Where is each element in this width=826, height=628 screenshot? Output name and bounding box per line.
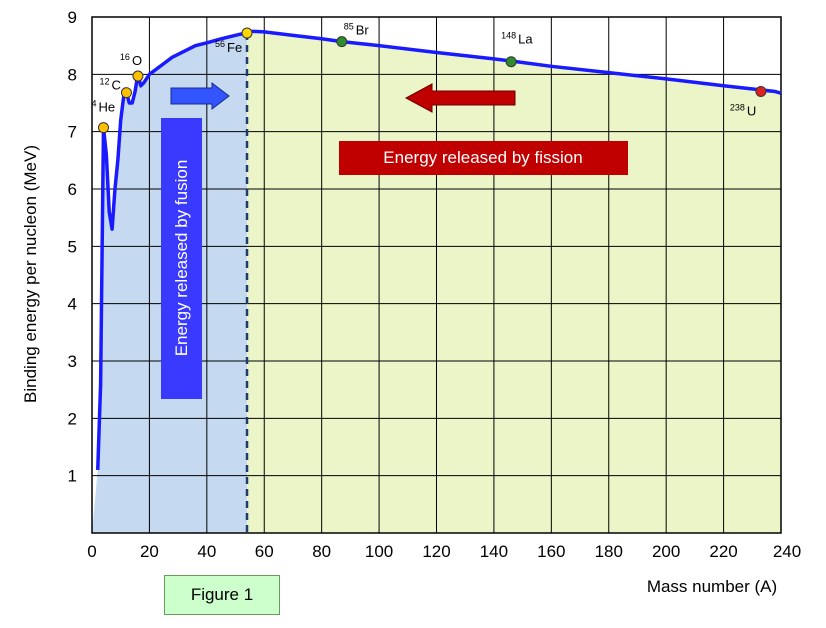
y-tick-label: 9 — [68, 8, 77, 27]
y-tick-label: 6 — [68, 180, 77, 199]
region-fission — [247, 31, 781, 533]
plot-frame — [91, 16, 782, 534]
point-he — [97, 122, 109, 134]
point-br — [336, 36, 348, 48]
isotope-mass-number: 12 — [99, 77, 109, 87]
isotope-label-o: 16 O — [120, 52, 142, 68]
x-tick-label: 20 — [140, 542, 159, 561]
isotope-label-la: 148 La — [501, 31, 533, 47]
figure-label: Figure 1 — [164, 575, 280, 615]
isotope-symbol: Br — [356, 23, 370, 38]
x-tick-label: 160 — [537, 542, 565, 561]
isotope-symbol: He — [98, 100, 115, 115]
binding-energy-curve — [95, 29, 782, 470]
isotope-label-he: 4 He — [91, 99, 115, 115]
y-tick-label: 1 — [68, 467, 77, 486]
fission-banner — [339, 141, 628, 175]
isotope-mass-number: 16 — [120, 52, 130, 62]
x-tick-label: 200 — [652, 542, 680, 561]
isotope-mass-number: 148 — [501, 31, 516, 41]
energy-banners: Energy released by fusion Energy released… — [161, 81, 628, 399]
fission-arrow — [404, 83, 516, 113]
isotope-symbol: Fe — [227, 40, 242, 55]
y-tick-label: 7 — [68, 123, 77, 142]
point-fe — [241, 27, 253, 39]
x-tick-labels: 0 20 40 60 80 100 120 140 160 180 200 220 240 — [87, 542, 801, 561]
fusion-banner — [161, 118, 202, 399]
y-tick-label: 8 — [68, 65, 77, 84]
x-tick-label: 120 — [422, 542, 450, 561]
x-axis-title: Mass number (A) — [647, 577, 777, 596]
isotope-mass-number: 238 — [730, 103, 745, 113]
x-tick-label: 0 — [87, 542, 96, 561]
curve-line — [95, 29, 782, 470]
point-la — [505, 56, 517, 68]
plot-border — [91, 16, 782, 534]
isotope-mass-number: 56 — [215, 39, 225, 49]
point-c — [120, 87, 132, 99]
isotope-label-c: 12 C — [99, 77, 120, 93]
isotope-label-u: 238 U — [730, 103, 756, 119]
x-tick-label: 100 — [365, 542, 393, 561]
isotope-mass-number: 85 — [344, 22, 354, 32]
isotope-symbol: La — [518, 32, 533, 47]
isotope-label-br: 85 Br — [344, 22, 370, 38]
isotope-mass-number: 4 — [91, 99, 96, 109]
x-tick-label: 180 — [595, 542, 623, 561]
y-tick-label: 2 — [68, 409, 77, 428]
y-tick-labels: 1 2 3 4 5 6 7 8 9 — [68, 8, 77, 486]
x-tick-label: 60 — [255, 542, 274, 561]
x-tick-label: 220 — [709, 542, 737, 561]
point-u — [755, 86, 767, 98]
fusion-arrow — [170, 81, 230, 111]
x-tick-label: 40 — [197, 542, 216, 561]
isotope-symbol: O — [132, 53, 142, 68]
y-tick-label: 3 — [68, 352, 77, 371]
y-tick-label: 5 — [68, 237, 77, 256]
y-axis-title: Binding energy per nucleon (MeV) — [21, 145, 40, 403]
fusion-banner-label: Energy released by fusion — [172, 160, 191, 357]
y-tick-label: 4 — [68, 295, 77, 314]
point-o — [132, 70, 144, 82]
isotope-symbol: C — [111, 78, 120, 93]
x-tick-label: 140 — [480, 542, 508, 561]
isotope-symbol: U — [747, 104, 756, 119]
isotope-label-fe: 56 Fe — [215, 39, 242, 55]
x-tick-label: 80 — [312, 542, 331, 561]
x-tick-label: 240 — [773, 542, 801, 561]
fission-banner-label: Energy released by fission — [383, 148, 582, 167]
